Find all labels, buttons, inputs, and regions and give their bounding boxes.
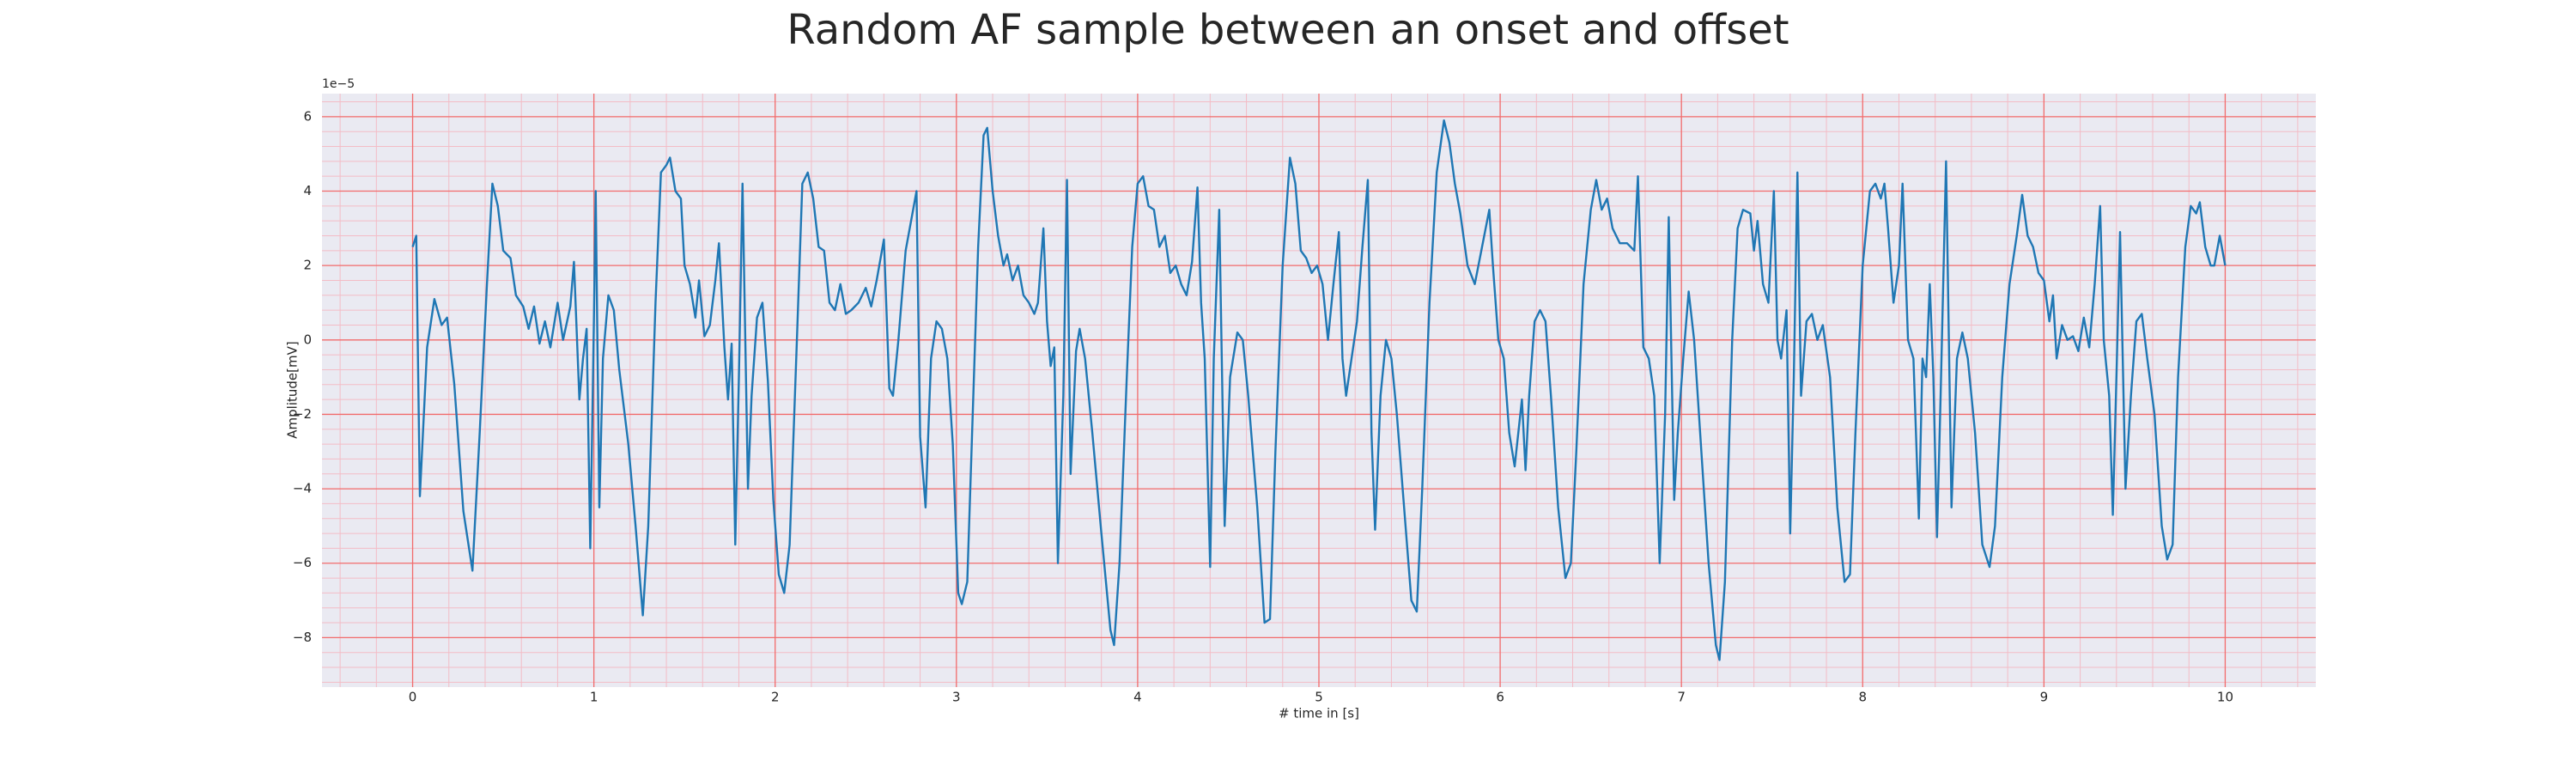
x-tick-label: 10: [2217, 690, 2233, 705]
offset-label: 1e−5: [322, 77, 355, 91]
y-tick-label: −2: [293, 406, 312, 422]
x-tick-label: 8: [1858, 690, 1867, 705]
x-tick-label: 7: [1677, 690, 1686, 705]
chart-title: Random AF sample between an onset and of…: [787, 6, 1789, 54]
x-tick-label: 0: [409, 690, 417, 705]
x-tick-label: 4: [1133, 690, 1142, 705]
y-tick-label: −4: [293, 481, 312, 496]
y-tick-label: 2: [303, 258, 312, 273]
y-tick-label: 6: [303, 108, 312, 124]
y-axis-label: Amplitude[mV]: [285, 341, 301, 438]
y-tick-label: 0: [303, 332, 312, 347]
x-tick-label: 1: [590, 690, 598, 705]
x-tick-label: 6: [1496, 690, 1504, 705]
x-tick-label: 3: [952, 690, 961, 705]
line-series: [411, 119, 2227, 661]
y-tick-label: −8: [293, 630, 312, 645]
x-tick-label: 2: [771, 690, 780, 705]
x-axis-label: # time in [s]: [1279, 706, 1359, 721]
x-tick-label: 5: [1315, 690, 1323, 705]
y-tick-label: −6: [293, 555, 312, 570]
y-tick-label: 4: [303, 183, 312, 198]
x-tick-label: 9: [2040, 690, 2049, 705]
